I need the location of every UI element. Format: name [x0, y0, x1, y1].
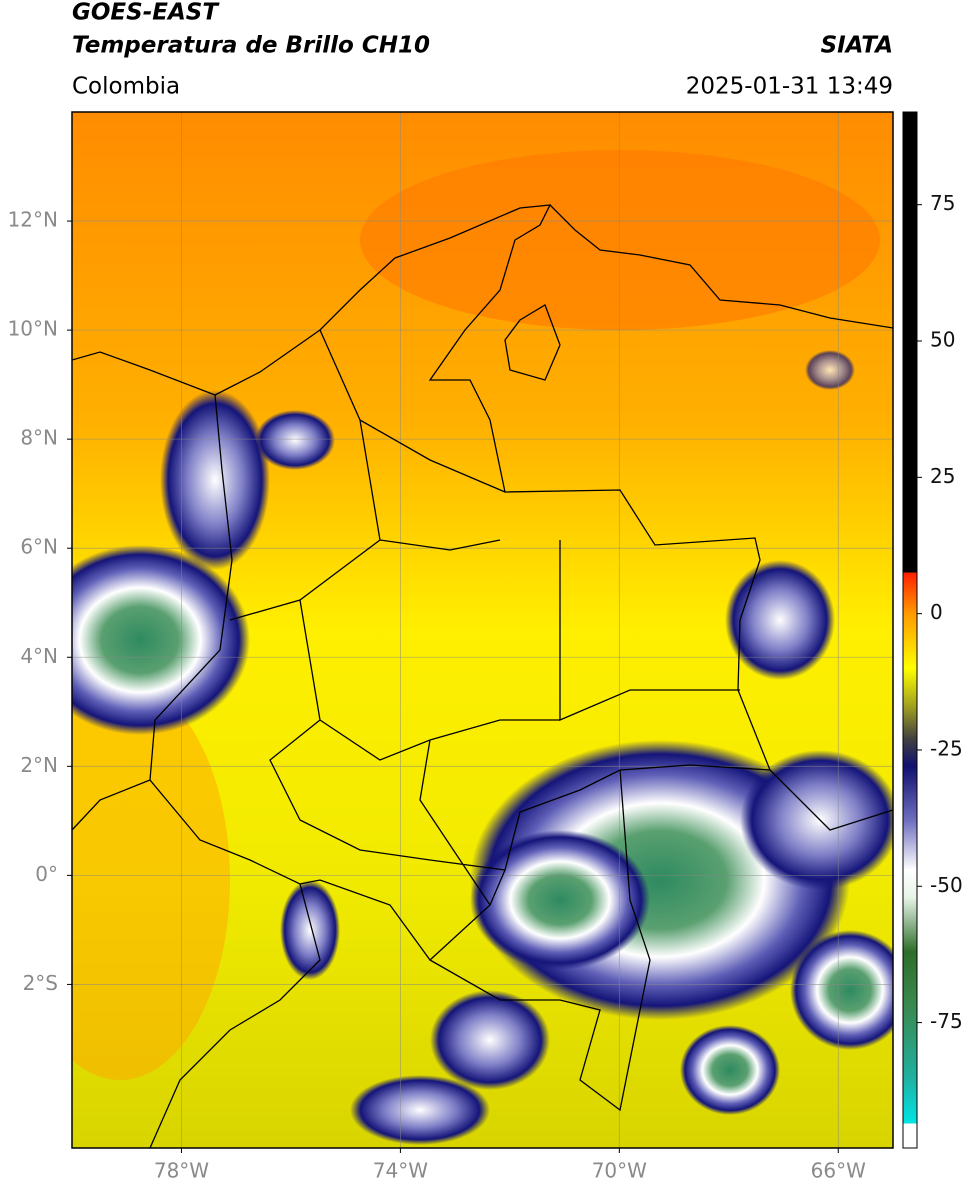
colorbar: [902, 111, 918, 1149]
cloud: [160, 390, 270, 570]
cloud: [255, 410, 335, 470]
y-tick-label: 4°N: [20, 644, 58, 668]
y-tick-label: 12°N: [8, 208, 58, 232]
colorbar-tick-label: -75: [930, 1009, 963, 1033]
border: [559, 540, 740, 721]
colorbar-tick-label: 50: [930, 328, 955, 352]
warm-area: [72, 680, 230, 1080]
satellite-image: [72, 112, 893, 1148]
y-tick-label: 2°S: [23, 971, 58, 995]
cloud: [280, 880, 340, 980]
y-tick-label: 8°N: [20, 426, 58, 450]
y-tick-label: 10°N: [8, 317, 58, 341]
coastline: [549, 204, 893, 329]
cloud: [430, 990, 550, 1090]
product: Temperatura de Brillo CH10: [72, 33, 430, 59]
colorbar-tick-label: 25: [930, 464, 955, 488]
x-tick-label: 78°W: [154, 1159, 209, 1183]
cloud: [350, 1075, 490, 1145]
colorbar-tick-label: -50: [930, 873, 963, 897]
lake: [504, 304, 561, 381]
datetime: 2025-01-31 13:49: [686, 74, 893, 100]
colorbar-tick-label: 75: [930, 191, 955, 215]
border: [429, 769, 651, 1112]
y-tick-label: 0°: [35, 862, 58, 886]
cloud: [790, 930, 893, 1050]
cloud: [72, 545, 250, 735]
coastline: [72, 351, 216, 396]
x-tick-label: 66°W: [811, 1159, 866, 1183]
colombia-border: [149, 204, 771, 961]
region: Colombia: [72, 74, 180, 100]
department-borders: [229, 329, 560, 906]
cloud: [805, 350, 855, 390]
cloud: [680, 1025, 780, 1115]
cloud: [470, 830, 650, 970]
x-tick-label: 70°W: [592, 1159, 647, 1183]
y-tick-label: 2°N: [20, 753, 58, 777]
map-frame: [71, 111, 894, 1149]
cloud: [740, 750, 893, 890]
coastline: [72, 779, 151, 831]
warm-area: [360, 150, 880, 330]
source: SIATA: [821, 33, 893, 59]
x-tick-label: 74°W: [373, 1159, 428, 1183]
y-tick-label: 6°N: [20, 535, 58, 559]
coastline: [149, 883, 321, 1148]
border: [769, 769, 893, 831]
satellite: GOES-EAST: [72, 0, 220, 26]
colorbar-tick-label: 0: [930, 600, 943, 624]
colorbar-tick-label: -25: [930, 736, 963, 760]
cloud: [725, 560, 835, 680]
